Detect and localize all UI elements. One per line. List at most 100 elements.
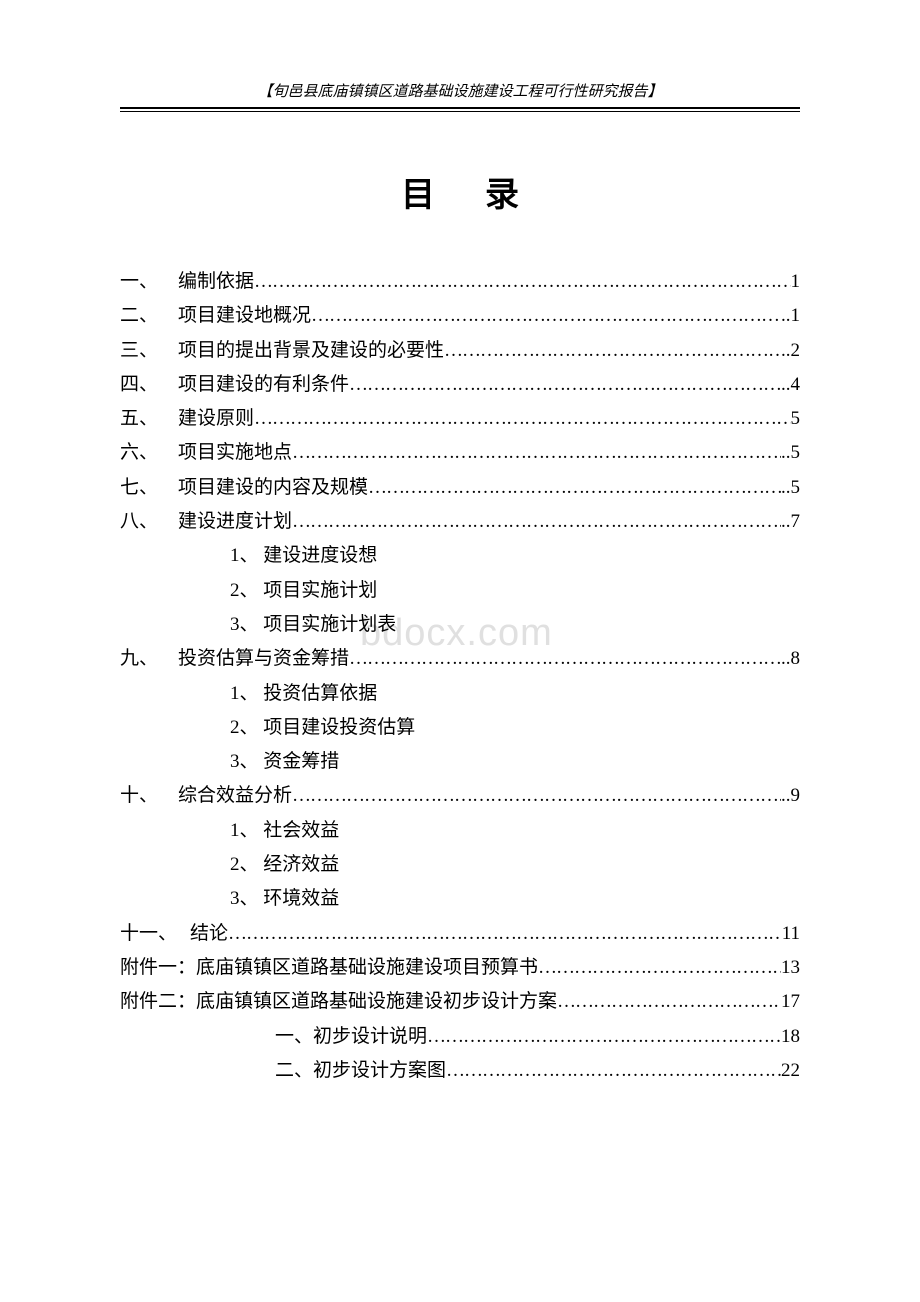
toc-item: 七、 项目建设的内容及规模 ..5 xyxy=(120,472,800,504)
toc-item: 一、 编制依据 1 xyxy=(120,266,800,298)
toc-subitem: 1、 建设进度设想 xyxy=(120,540,800,572)
toc-page-number: 22 xyxy=(781,1055,800,1087)
toc-page-number: ..5 xyxy=(781,472,800,504)
document-page: 【旬邑县底庙镇镇区道路基础设施建设工程可行性研究报告】 目录 一、 编制依据 1… xyxy=(0,0,920,1149)
toc-subitem: 3、 资金筹措 xyxy=(120,746,800,778)
toc-text: 投资估算与资金筹措 xyxy=(178,643,349,675)
toc-sub-number: 3、 xyxy=(230,751,259,772)
toc-item: 三、 项目的提出背景及建设的必要性 ..2 xyxy=(120,335,800,367)
toc-text: 项目建设的内容及规模 xyxy=(178,472,368,504)
toc-leader-dots xyxy=(349,643,781,675)
toc-item: 四、 项目建设的有利条件 ..4 xyxy=(120,369,800,401)
toc-appendix-subitem: 二、初步设计方案图 22 xyxy=(120,1055,800,1087)
toc-leader-dots xyxy=(368,472,781,504)
toc-sub-text: 项目实施计划表 xyxy=(263,614,396,635)
toc-page-number: ..7 xyxy=(781,506,800,538)
toc-page-number: 13 xyxy=(781,952,800,984)
toc-leader-dots xyxy=(254,266,790,298)
toc-item: 六、 项目实施地点 ..5 xyxy=(120,437,800,469)
toc-text: 编制依据 xyxy=(178,266,254,298)
toc-sub-number: 3、 xyxy=(230,888,259,909)
appendix-label: 附件一： xyxy=(120,952,196,984)
toc-number: 一、 xyxy=(120,266,178,298)
toc-subitem: 1、 社会效益 xyxy=(120,815,800,847)
toc-page-number: 1 xyxy=(791,266,801,298)
toc-subitem: 3、 环境效益 xyxy=(120,883,800,915)
toc-leader-dots xyxy=(292,780,781,812)
toc-sub-text: 环境效益 xyxy=(263,888,339,909)
page-header-title: 【旬邑县底庙镇镇区道路基础设施建设工程可行性研究报告】 xyxy=(120,80,800,107)
appendix-text: 底庙镇镇区道路基础设施建设项目预算书 xyxy=(196,952,538,984)
toc-text: 建设原则 xyxy=(178,403,254,435)
toc-item: 十、 综合效益分析 ..9 xyxy=(120,780,800,812)
appendix-label: 附件二： xyxy=(120,986,196,1018)
toc-subitem: 1、 投资估算依据 xyxy=(120,678,800,710)
table-of-contents: 一、 编制依据 1 二、 项目建设地概况 ..1 三、 项目的提出背景及建设的必… xyxy=(120,266,800,1087)
appendix-sub-text: 一、初步设计说明 xyxy=(275,1021,427,1053)
toc-number: 五、 xyxy=(120,403,178,435)
toc-text: 项目实施地点 xyxy=(178,437,292,469)
document-title: 目录 xyxy=(120,167,800,216)
toc-page-number: ..1 xyxy=(781,300,800,332)
toc-leader-dots xyxy=(349,369,781,401)
toc-leader-dots xyxy=(254,403,790,435)
toc-page-number: ..9 xyxy=(781,780,800,812)
toc-number: 九、 xyxy=(120,643,178,675)
toc-subitem: 2、 经济效益 xyxy=(120,849,800,881)
toc-page-number: ..4 xyxy=(781,369,800,401)
toc-subitem: 2、 项目建设投资估算 xyxy=(120,712,800,744)
toc-number: 三、 xyxy=(120,335,178,367)
toc-item: 十一、 结论 11 xyxy=(120,918,800,950)
toc-number: 四、 xyxy=(120,369,178,401)
toc-leader-dots xyxy=(427,1021,781,1053)
appendix-text: 底庙镇镇区道路基础设施建设初步设计方案 xyxy=(196,986,557,1018)
toc-number: 十一、 xyxy=(120,918,190,950)
toc-page-number: 11 xyxy=(782,918,800,950)
toc-sub-number: 1、 xyxy=(230,820,259,841)
toc-sub-number: 2、 xyxy=(230,580,259,601)
toc-page-number: 5 xyxy=(791,403,801,435)
toc-leader-dots xyxy=(228,918,782,950)
toc-sub-number: 1、 xyxy=(230,683,259,704)
toc-page-number: ..5 xyxy=(781,437,800,469)
toc-text: 项目建设的有利条件 xyxy=(178,369,349,401)
toc-sub-number: 3、 xyxy=(230,614,259,635)
toc-sub-text: 经济效益 xyxy=(263,854,339,875)
toc-text: 建设进度计划 xyxy=(178,506,292,538)
appendix-sub-text: 二、初步设计方案图 xyxy=(275,1055,446,1087)
header-divider xyxy=(120,107,800,112)
toc-sub-text: 建设进度设想 xyxy=(263,545,377,566)
toc-page-number: ..2 xyxy=(781,335,800,367)
toc-subitem: 2、 项目实施计划 xyxy=(120,575,800,607)
toc-appendix-subitem: 一、初步设计说明 18 xyxy=(120,1021,800,1053)
toc-appendix-item: 附件一： 底庙镇镇区道路基础设施建设项目预算书 13 xyxy=(120,952,800,984)
toc-sub-text: 项目实施计划 xyxy=(263,580,377,601)
toc-item: 五、 建设原则 5 xyxy=(120,403,800,435)
toc-leader-dots xyxy=(446,1055,781,1087)
toc-page-number: ..8 xyxy=(781,643,800,675)
toc-leader-dots xyxy=(557,986,781,1018)
toc-sub-text: 项目建设投资估算 xyxy=(263,717,415,738)
toc-sub-text: 投资估算依据 xyxy=(263,683,377,704)
toc-sub-number: 2、 xyxy=(230,854,259,875)
toc-text: 项目的提出背景及建设的必要性 xyxy=(178,335,444,367)
toc-text: 结论 xyxy=(190,918,228,950)
toc-item: 二、 项目建设地概况 ..1 xyxy=(120,300,800,332)
toc-leader-dots xyxy=(292,437,781,469)
toc-text: 综合效益分析 xyxy=(178,780,292,812)
toc-number: 八、 xyxy=(120,506,178,538)
toc-item: 九、 投资估算与资金筹措 ..8 xyxy=(120,643,800,675)
toc-leader-dots xyxy=(311,300,781,332)
toc-subitem: 3、 项目实施计划表 xyxy=(120,609,800,641)
toc-number: 十、 xyxy=(120,780,178,812)
toc-appendix-item: 附件二： 底庙镇镇区道路基础设施建设初步设计方案 17 xyxy=(120,986,800,1018)
toc-number: 二、 xyxy=(120,300,178,332)
toc-item: 八、 建设进度计划 ..7 xyxy=(120,506,800,538)
toc-leader-dots xyxy=(292,506,781,538)
toc-sub-text: 社会效益 xyxy=(263,820,339,841)
toc-sub-number: 2、 xyxy=(230,717,259,738)
toc-leader-dots xyxy=(538,952,781,984)
toc-sub-number: 1、 xyxy=(230,545,259,566)
toc-leader-dots xyxy=(444,335,781,367)
toc-number: 七、 xyxy=(120,472,178,504)
